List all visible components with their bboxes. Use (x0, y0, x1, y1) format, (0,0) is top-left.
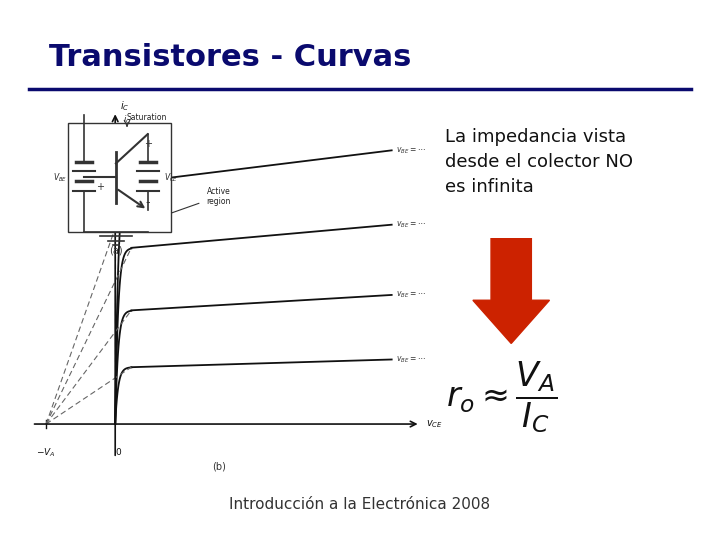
Text: $v_{BE} = \cdots$: $v_{BE} = \cdots$ (396, 219, 426, 230)
Text: $r_o \approx \dfrac{V_A}{I_C}$: $r_o \approx \dfrac{V_A}{I_C}$ (446, 359, 557, 435)
Text: $-V_A$: $-V_A$ (36, 446, 56, 458)
Text: $i_C$: $i_C$ (120, 99, 129, 113)
Text: +: + (143, 139, 152, 150)
Text: +: + (96, 182, 104, 192)
Text: (b): (b) (212, 462, 226, 471)
Text: Saturation
region: Saturation region (127, 113, 167, 132)
Text: Transistores - Curvas: Transistores - Curvas (49, 43, 411, 72)
Polygon shape (473, 238, 549, 343)
Text: Introducción a la Electrónica 2008: Introducción a la Electrónica 2008 (230, 497, 490, 512)
Text: $V_{BE}$: $V_{BE}$ (53, 172, 68, 184)
Text: $v_{CE}$: $v_{CE}$ (426, 418, 443, 430)
Text: (a): (a) (109, 246, 122, 256)
Text: $v_{BE} = \cdots$: $v_{BE} = \cdots$ (396, 145, 426, 156)
Bar (68, 123, 171, 232)
Text: 0: 0 (115, 448, 121, 457)
Text: Active
region: Active region (207, 187, 231, 206)
Text: $v_{BE} = \cdots$: $v_{BE} = \cdots$ (396, 354, 426, 364)
Text: $i_C$: $i_C$ (123, 113, 131, 126)
Text: $v_{BE} = \cdots$: $v_{BE} = \cdots$ (396, 289, 426, 300)
Text: -: - (145, 196, 150, 210)
Text: $V_{CE}$: $V_{CE}$ (164, 172, 179, 184)
Text: La impedancia vista
desde el colector NO
es infinita: La impedancia vista desde el colector NO… (445, 128, 634, 196)
